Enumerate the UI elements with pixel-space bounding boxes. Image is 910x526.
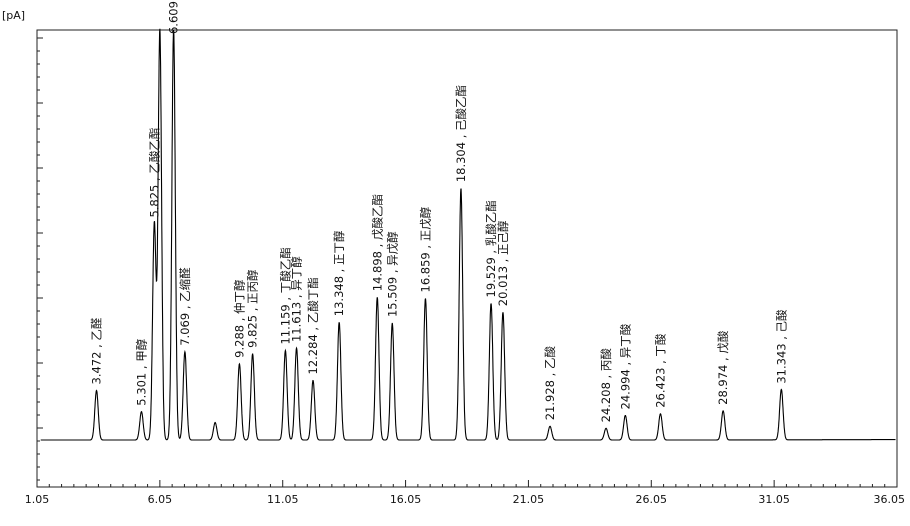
peak-label: 7.069 , 乙缩醛 (178, 267, 192, 346)
x-tick-label: 36.05 (874, 493, 906, 506)
x-tick-label: 26.05 (636, 493, 668, 506)
x-axis-ticks: 1.05 6.05 11.05 16.05 21.05 26.05 31.05 36.05 (25, 480, 905, 506)
peak-label: 28.974 , 戊酸 (716, 330, 730, 405)
y-axis-ticks (37, 37, 43, 481)
peak-label: 11.613 , 异丁醇 (290, 256, 304, 342)
chromatogram-trace (40, 28, 896, 441)
peak-label: 31.343 , 己酸 (774, 309, 788, 384)
x-tick-label: 31.05 (758, 493, 790, 506)
peak-label: 6.609 , 乙醇 (167, 0, 181, 34)
peak-label: 26.423 , 丁酸 (653, 333, 667, 408)
peak-label: 12.284 , 乙酸丁酯 (306, 277, 320, 374)
y-axis-unit-label: [pA] (2, 9, 25, 22)
peak-label: 13.348 , 正丁醇 (332, 230, 346, 316)
peak-label: 11.159 , 丁酸乙酯 (278, 247, 292, 344)
trace-layer (40, 28, 896, 441)
peak-label: 19.529 , 乳酸乙酯 (484, 200, 498, 297)
x-tick-label: 21.05 (513, 493, 545, 506)
peak-label: 3.472 , 乙醛 (90, 317, 104, 384)
peak-label: 15.509 , 异戊醇 (385, 231, 399, 317)
peak-label: 5.301 , 甲醇 (134, 338, 148, 405)
peak-label: 9.825 , 正丙醇 (246, 269, 260, 348)
peak-label: 14.898 , 戊酸乙酯 (370, 194, 384, 291)
peak-label: 18.304 , 己酸乙酯 (454, 85, 468, 182)
peak-label: 24.208 , 丙酸 (599, 348, 613, 423)
x-tick-label: 16.05 (390, 493, 422, 506)
peak-labels: 3.472 , 乙醛 5.301 , 甲醇 5.825 , 乙酸乙酯 6.609 , … (90, 0, 789, 422)
peak-label: 16.859 , 正戊醇 (418, 206, 432, 292)
peak-label: 24.994 , 异丁酸 (618, 323, 632, 409)
peak-label: 5.825 , 乙酸乙酯 (147, 128, 161, 218)
peak-label: 20.013 , 正己醇 (496, 220, 510, 306)
peak-label: 9.288 , 仲丁醇 (232, 279, 246, 358)
x-tick-label: 11.05 (267, 493, 299, 506)
x-tick-label: 6.05 (148, 493, 173, 506)
x-tick-label: 1.05 (25, 493, 50, 506)
peak-label: 21.928 , 乙酸 (543, 346, 557, 421)
